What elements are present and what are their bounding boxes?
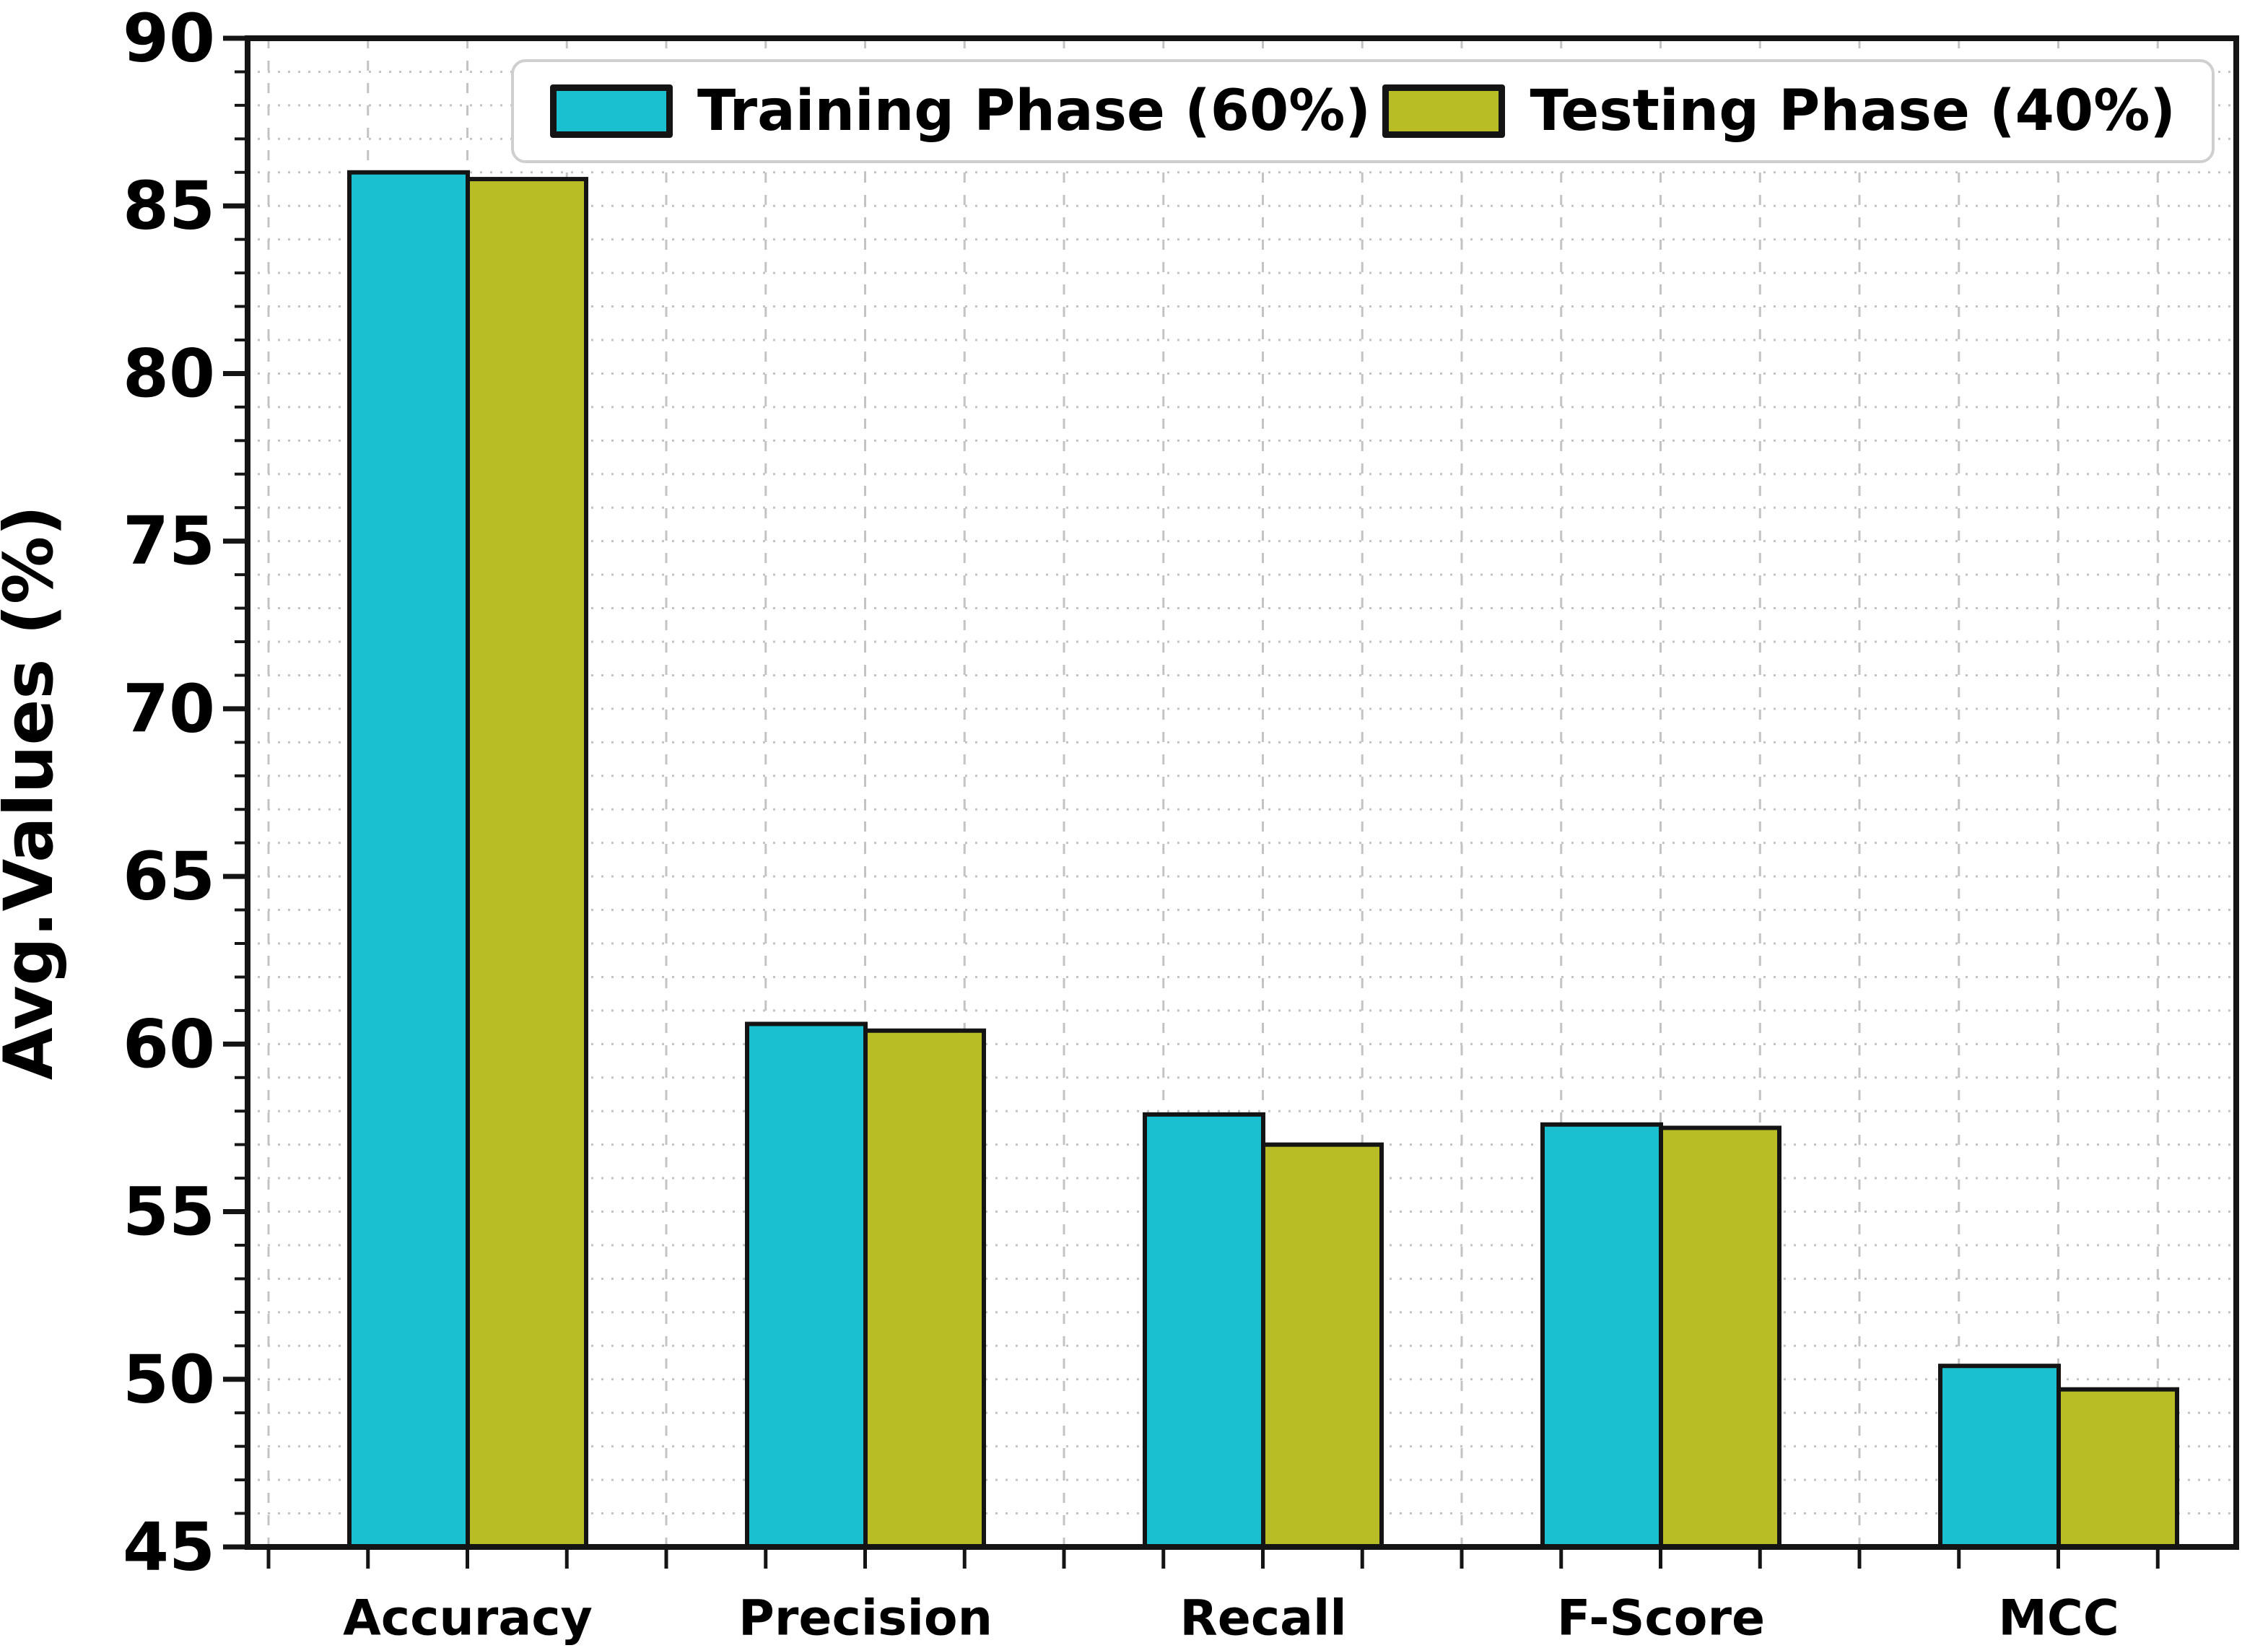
legend-item-testing: Testing Phase (40%) [1382, 79, 2176, 144]
y-tick-label: 50 [123, 1340, 215, 1418]
legend-label-training: Training Phase (60%) [697, 79, 1371, 144]
chart-legend: Training Phase (60%) Testing Phase (40%) [511, 59, 2215, 163]
y-tick-label: 75 [123, 502, 215, 580]
bar-testing-recall [1261, 1142, 1384, 1549]
legend-swatch-testing [1382, 84, 1506, 138]
x-tick-label-f-score: F-Score [1557, 1590, 1765, 1647]
x-tick-label-precision: Precision [738, 1590, 993, 1647]
legend-swatch-training [550, 84, 673, 138]
x-tick-label-mcc: MCC [1998, 1590, 2119, 1647]
x-tick-label-accuracy: Accuracy [343, 1590, 593, 1647]
x-axis-ticks: Accuracy Precision Recall F-Score MCC [266, 1547, 2160, 1647]
bar-testing-accuracy [466, 177, 588, 1550]
bar-training-f-score [1540, 1122, 1663, 1550]
bar-training-precision [745, 1021, 868, 1549]
x-tick-label-recall: Recall [1179, 1590, 1346, 1647]
y-tick-label: 60 [123, 1006, 215, 1083]
y-tick-label: 80 [123, 335, 215, 412]
y-tick-label: 55 [123, 1173, 215, 1250]
bar-training-accuracy [347, 170, 470, 1549]
bar-testing-f-score [1659, 1125, 1781, 1549]
y-tick-label: 90 [123, 0, 215, 77]
y-tick-label: 65 [123, 838, 215, 915]
y-tick-label: 70 [123, 670, 215, 747]
y-tick-label: 45 [123, 1509, 215, 1586]
y-tick-label: 85 [123, 167, 215, 245]
legend-item-training: Training Phase (60%) [550, 79, 1371, 144]
axes-spines [245, 35, 2239, 1550]
bar-training-mcc [1938, 1364, 2061, 1549]
bar-training-recall [1143, 1112, 1265, 1550]
y-axis-ticks: 45 50 55 60 65 70 75 80 85 90 [123, 0, 248, 1586]
bar-testing-precision [863, 1028, 986, 1550]
bars [347, 170, 2179, 1550]
y-axis-label: Avg.Values (%) [0, 505, 69, 1080]
bar-testing-mcc [2057, 1387, 2179, 1549]
legend-label-testing: Testing Phase (40%) [1530, 79, 2176, 144]
